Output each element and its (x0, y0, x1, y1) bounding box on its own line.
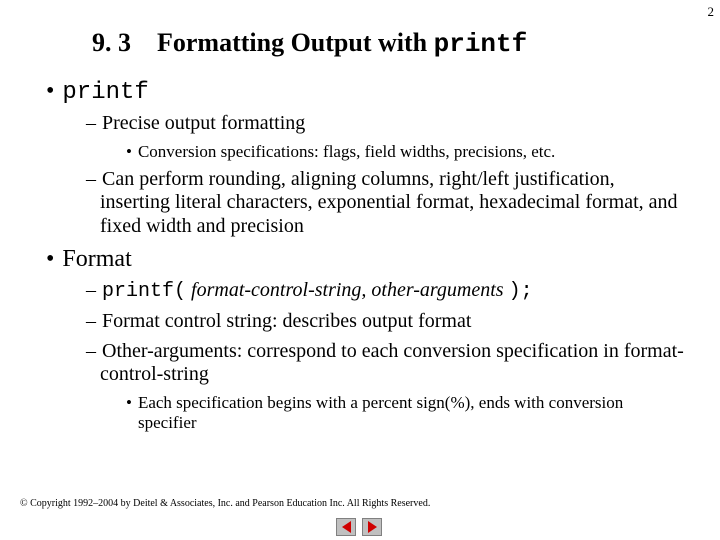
content-area: •printf –Precise output formatting •Conv… (46, 78, 686, 433)
subbullet-precise: –Precise output formatting (86, 112, 686, 136)
format-label: Format (62, 246, 131, 272)
section-number: 9. 3 (92, 28, 131, 57)
bullet-format: • Format (46, 246, 686, 273)
bullet-dot-icon: • (46, 78, 54, 104)
fcs-text: Format control string: describes output … (102, 310, 471, 332)
conversion-text: Conversion specifications: flags, field … (138, 142, 555, 161)
syntax-printf: printf (102, 280, 174, 303)
subsub-conversion: • Conversion specifications: flags, field… (126, 142, 686, 162)
dash-icon: – (86, 112, 96, 134)
canperform-text: Can perform rounding, aligning columns, … (100, 168, 678, 237)
title-text: Formatting Output with (157, 28, 434, 57)
eachspec-text: Each specification begins with a percent… (138, 393, 623, 432)
subbullet-canperform: –Can perform rounding, aligning columns,… (86, 168, 686, 239)
next-button[interactable] (362, 518, 382, 536)
syntax-args: format-control-string, other-arguments (186, 279, 509, 301)
syntax-close: ); (509, 280, 533, 303)
copyright-notice: © Copyright 1992–2004 by Deitel & Associ… (20, 498, 430, 509)
page-number: 2 (708, 4, 715, 20)
subbullet-otherargs: –Other-arguments: correspond to each con… (86, 340, 686, 387)
printf-label: printf (62, 79, 148, 106)
otherargs-text: Other-arguments: correspond to each conv… (100, 340, 684, 386)
subbullet-syntax: –printf( format-control-string, other-ar… (86, 279, 686, 304)
prev-button[interactable] (336, 518, 356, 536)
triangle-right-icon (368, 521, 377, 533)
bullet-printf: • printf (46, 78, 686, 106)
triangle-left-icon (342, 521, 351, 533)
bullet-dot-icon: • (126, 393, 132, 412)
dash-icon: – (86, 310, 96, 332)
dash-icon: – (86, 340, 96, 362)
dash-icon: – (86, 279, 96, 301)
nav-controls (336, 518, 382, 536)
syntax-open-paren: ( (174, 280, 186, 303)
bullet-dot-icon: • (126, 142, 132, 161)
title-code: printf (434, 29, 528, 59)
dash-icon: – (86, 168, 96, 190)
precise-text: Precise output formatting (102, 112, 305, 134)
subsub-eachspec: • Each specification begins with a percen… (126, 393, 686, 433)
slide-title: 9. 3 Formatting Output with printf (92, 28, 527, 59)
subbullet-fcs: –Format control string: describes output… (86, 310, 686, 334)
bullet-dot-icon: • (46, 246, 54, 272)
